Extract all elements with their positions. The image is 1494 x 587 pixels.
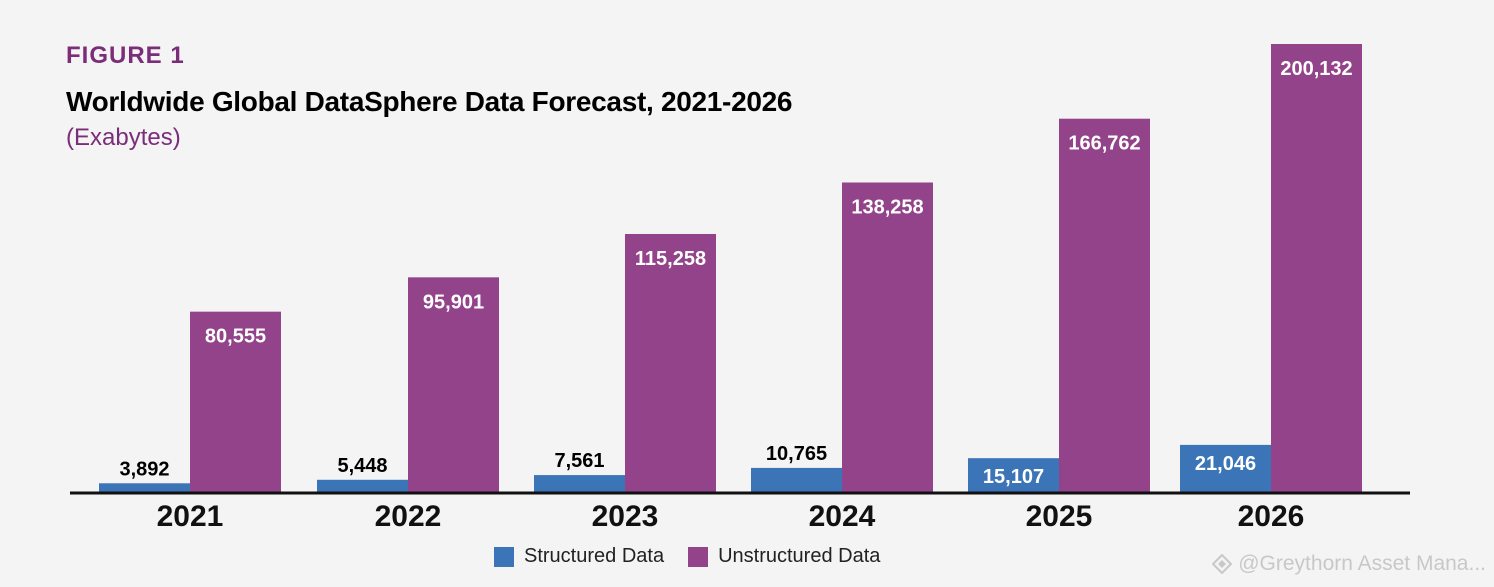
chart-title: Worldwide Global DataSphere Data Forecas… [66, 86, 793, 117]
label-unstructured-2021: 80,555 [205, 326, 266, 348]
legend: Structured Data Unstructured Data [494, 545, 880, 568]
label-unstructured-2025: 166,762 [1068, 133, 1140, 155]
bar-structured-2021 [99, 483, 190, 492]
label-unstructured-2022: 95,901 [423, 291, 484, 313]
x-tick-label-2022: 2022 [375, 500, 442, 533]
bar-unstructured-2021 [190, 311, 281, 492]
label-unstructured-2024: 138,258 [851, 197, 923, 219]
chart-subtitle: (Exabytes) [66, 124, 181, 151]
bar-unstructured-2022 [408, 277, 499, 492]
bar-structured-2022 [317, 479, 408, 492]
x-tick-label-2025: 2025 [1026, 500, 1093, 533]
label-structured-2025: 15,107 [983, 466, 1044, 488]
label-structured-2024: 10,765 [766, 443, 827, 465]
bar-structured-2025 [968, 458, 1059, 492]
watermark-logo-icon [1212, 554, 1233, 574]
bar-structured-2023 [534, 475, 625, 492]
label-structured-2026: 21,046 [1195, 453, 1256, 475]
x-tick-label-2024: 2024 [809, 500, 876, 533]
label-unstructured-2023: 115,258 [635, 248, 706, 270]
legend-swatch-unstructured [688, 546, 709, 567]
label-structured-2022: 5,448 [337, 455, 387, 477]
legend-label-unstructured: Unstructured Data [718, 545, 881, 567]
label-structured-2021: 3,892 [119, 458, 169, 480]
label-structured-2023: 7,561 [554, 450, 604, 472]
bar-structured-2024 [751, 467, 842, 492]
legend-label-structured: Structured Data [524, 545, 665, 567]
x-tick-label-2026: 2026 [1238, 500, 1305, 533]
bar-structured-2026 [1180, 444, 1271, 492]
watermark: @Greythorn Asset Mana... [1212, 552, 1486, 576]
watermark-text: @Greythorn Asset Mana... [1238, 552, 1486, 575]
bar-unstructured-2025 [1059, 118, 1150, 493]
x-tick-label-2021: 2021 [157, 500, 224, 533]
label-unstructured-2026: 200,132 [1280, 58, 1352, 80]
legend-swatch-structured [494, 546, 514, 567]
x-tick-label-2023: 2023 [592, 500, 659, 533]
bar-unstructured-2026 [1271, 44, 1362, 492]
bar-unstructured-2024 [842, 182, 933, 492]
figure-label: FIGURE 1 [66, 42, 185, 69]
legend-item-unstructured: Unstructured Data [688, 545, 880, 568]
legend-item-structured: Structured Data [494, 545, 664, 568]
bar-unstructured-2023 [625, 233, 716, 492]
